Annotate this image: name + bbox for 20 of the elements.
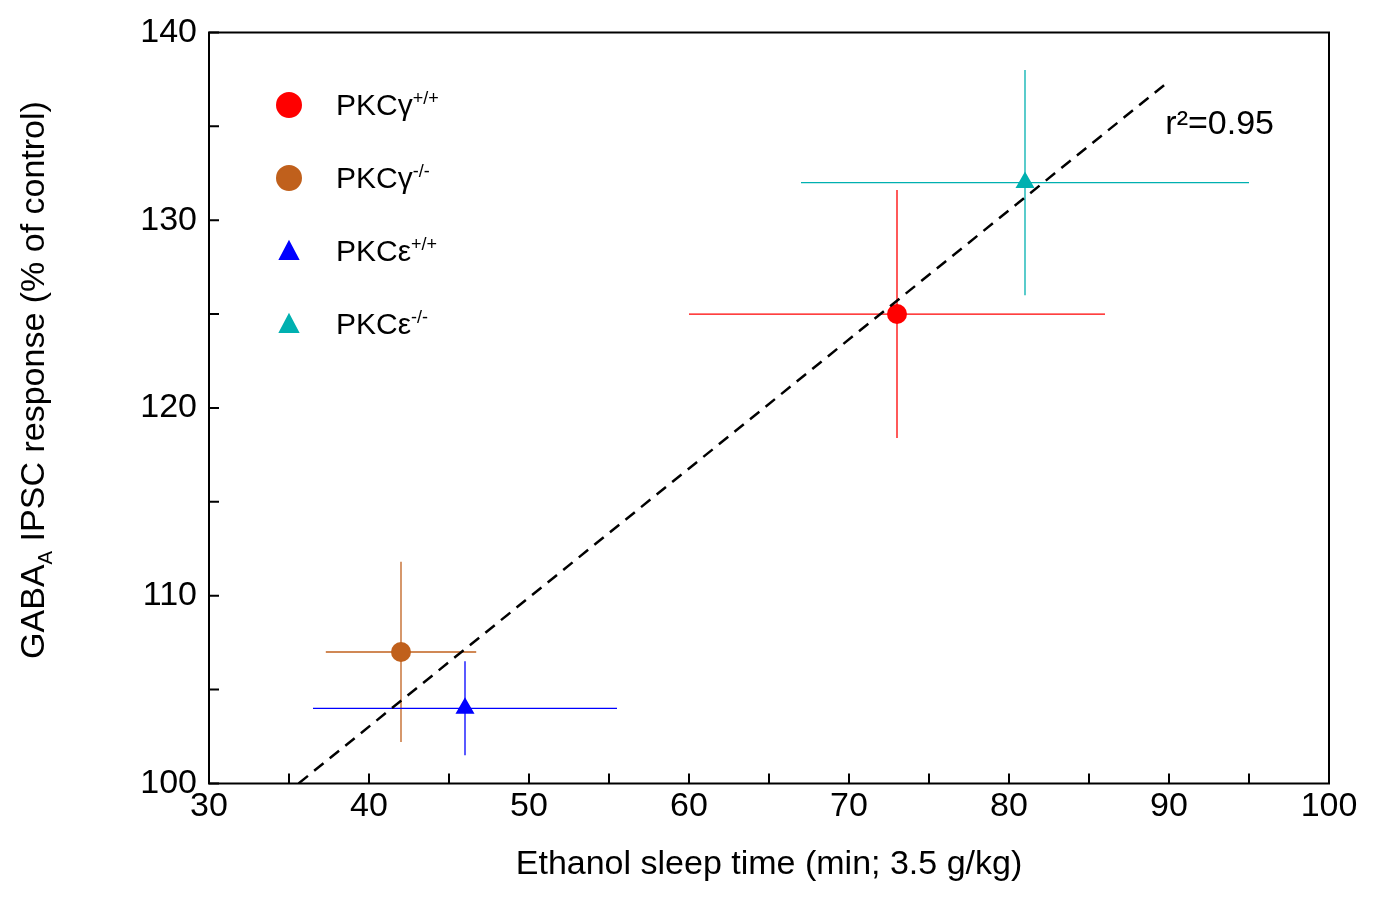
- x-tick-label: 100: [1300, 785, 1358, 824]
- x-tick-label: 90: [1150, 785, 1188, 824]
- x-tick-label: 60: [670, 785, 708, 824]
- legend-label: PKCγ$^{+/+}$: [336, 87, 439, 122]
- y-tick-label: 130: [140, 198, 197, 237]
- point: [391, 641, 411, 662]
- y-tick-label: 110: [142, 574, 197, 613]
- y-tick-label: 140: [140, 10, 197, 49]
- x-tick-label: 80: [990, 785, 1028, 824]
- legend-label: PKCε$^{-/-}$: [336, 306, 429, 341]
- annotation: r²=0.95: [1165, 102, 1274, 141]
- legend-label: PKCε$^{+/+}$: [336, 233, 438, 268]
- x-tick-label: 70: [830, 785, 868, 824]
- y-tick-label: 120: [140, 386, 197, 425]
- point: [1016, 172, 1034, 189]
- legend-label: PKCγ$^{-/-}$: [336, 160, 430, 195]
- x-tick-label: 40: [350, 785, 388, 824]
- point: [456, 698, 474, 714]
- x-tick-label: 50: [510, 785, 548, 824]
- x-axis-title: Ethanol sleep time (min; 3.5 g/kg): [515, 842, 1023, 881]
